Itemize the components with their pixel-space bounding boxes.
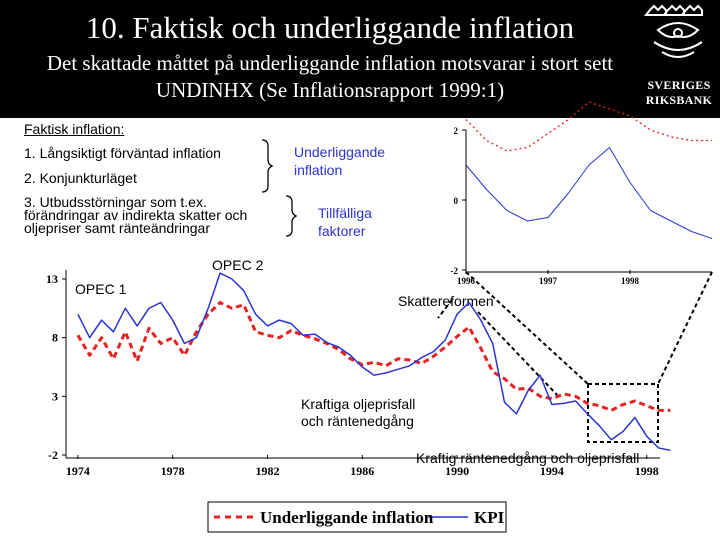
slide-subtitle: Det skattade måttet på underliggande inf…: [46, 51, 614, 102]
note-item-2: 2. Konjunkturläget: [24, 170, 137, 186]
note-item-1: 1. Långsiktigt förväntad inflation: [24, 145, 221, 161]
notes-heading: Faktisk inflation:: [24, 121, 125, 137]
bracket-label-temporary-line-1: Tillfälliga: [318, 205, 372, 221]
riksbank-logo-text: SVERIGES RIKSBANK: [640, 78, 718, 108]
logo-line-1: SVERIGES: [647, 78, 711, 92]
inset-y-tick-label: 0: [454, 196, 459, 206]
main-x-tick-label: 1998: [635, 464, 659, 478]
main-y-tick-label: -2: [48, 448, 58, 462]
main-series-kpi-line: [77, 272, 671, 452]
inset-y-tick-label: 2: [454, 126, 459, 136]
inset-x-tick-label: 1996: [457, 276, 476, 286]
main-x-tick-label: 1982: [255, 464, 279, 478]
header-bar: 10. Faktisk och underliggande inflation …: [0, 0, 720, 118]
annotation-opec-1: OPEC 1: [75, 281, 127, 297]
main-x-tick-label: 1986: [350, 464, 374, 478]
bracket-label-temporary: Tillfälliga faktorer: [318, 204, 372, 240]
legend-label-kpi: KPI: [474, 508, 505, 527]
main-y-tick-label: 13: [46, 272, 58, 286]
inset-series-underlying-line: [465, 101, 712, 152]
slide-title: 10. Faktisk och underliggande inflation: [85, 10, 575, 45]
main-series-underlying-line: [76, 301, 671, 412]
main-y-tick-label: 8: [52, 331, 58, 345]
legend-label-underlying: Underliggande inflation: [260, 508, 434, 527]
brace-underlying: [261, 139, 274, 193]
zoom-box: [587, 383, 659, 443]
annotation-opec-2: OPEC 2: [212, 257, 264, 273]
zoom-connector-right: [657, 271, 713, 385]
annotation-oil-fall-1: Kraftiga oljeprisfall och räntenedgång: [301, 396, 415, 430]
riksbank-crest-icon: [643, 4, 703, 58]
legend-labels: Underliggande inflation KPI: [260, 508, 505, 527]
note-item-3-line-3: oljepriser samt ränteändringar: [24, 220, 210, 236]
pointer-tax-reform: [437, 299, 453, 319]
main-y-tick-label: 3: [52, 389, 58, 403]
brace-temporary: [285, 195, 298, 237]
main-x-tick-label: 1990: [445, 464, 469, 478]
annotation-oil-fall-1-line-1: Kraftiga oljeprisfall: [301, 396, 416, 412]
note-item-3-line-2: förändringar av indirekta skatter och: [24, 207, 248, 223]
main-x-tick-label: 1994: [540, 464, 564, 478]
bracket-label-temporary-line-2: faktorer: [318, 223, 366, 239]
note-item-3-line-1: 3. Utbudsstörningar som t.ex.: [24, 194, 207, 210]
bracket-label-underlying: Underliggande inflation: [294, 143, 385, 179]
inset-x-tick-label: 1997: [539, 276, 558, 286]
main-plot: 13 8 3 -2 1974 1978 1982 1986 1990 1994 1998: [46, 272, 671, 478]
inset-x-tick-label: 1998: [621, 276, 640, 286]
inset-series-kpi-line: [465, 147, 713, 239]
chart-decorations: [65, 130, 713, 533]
inset-y-tick-label: -2: [451, 266, 459, 276]
bracket-label-underlying-line-2: inflation: [294, 162, 343, 178]
logo-line-2: RIKSBANK: [645, 93, 713, 107]
main-x-tick-label: 1974: [66, 464, 90, 478]
note-item-3: 3. Utbudsstörningar som t.ex. förändring…: [24, 194, 248, 236]
bracket-label-underlying-line-1: Underliggande: [294, 144, 386, 160]
pointer-oil-fall: [477, 311, 561, 399]
annotation-oil-fall-1-line-2: och räntenedgång: [301, 413, 414, 429]
main-x-tick-label: 1978: [161, 464, 185, 478]
